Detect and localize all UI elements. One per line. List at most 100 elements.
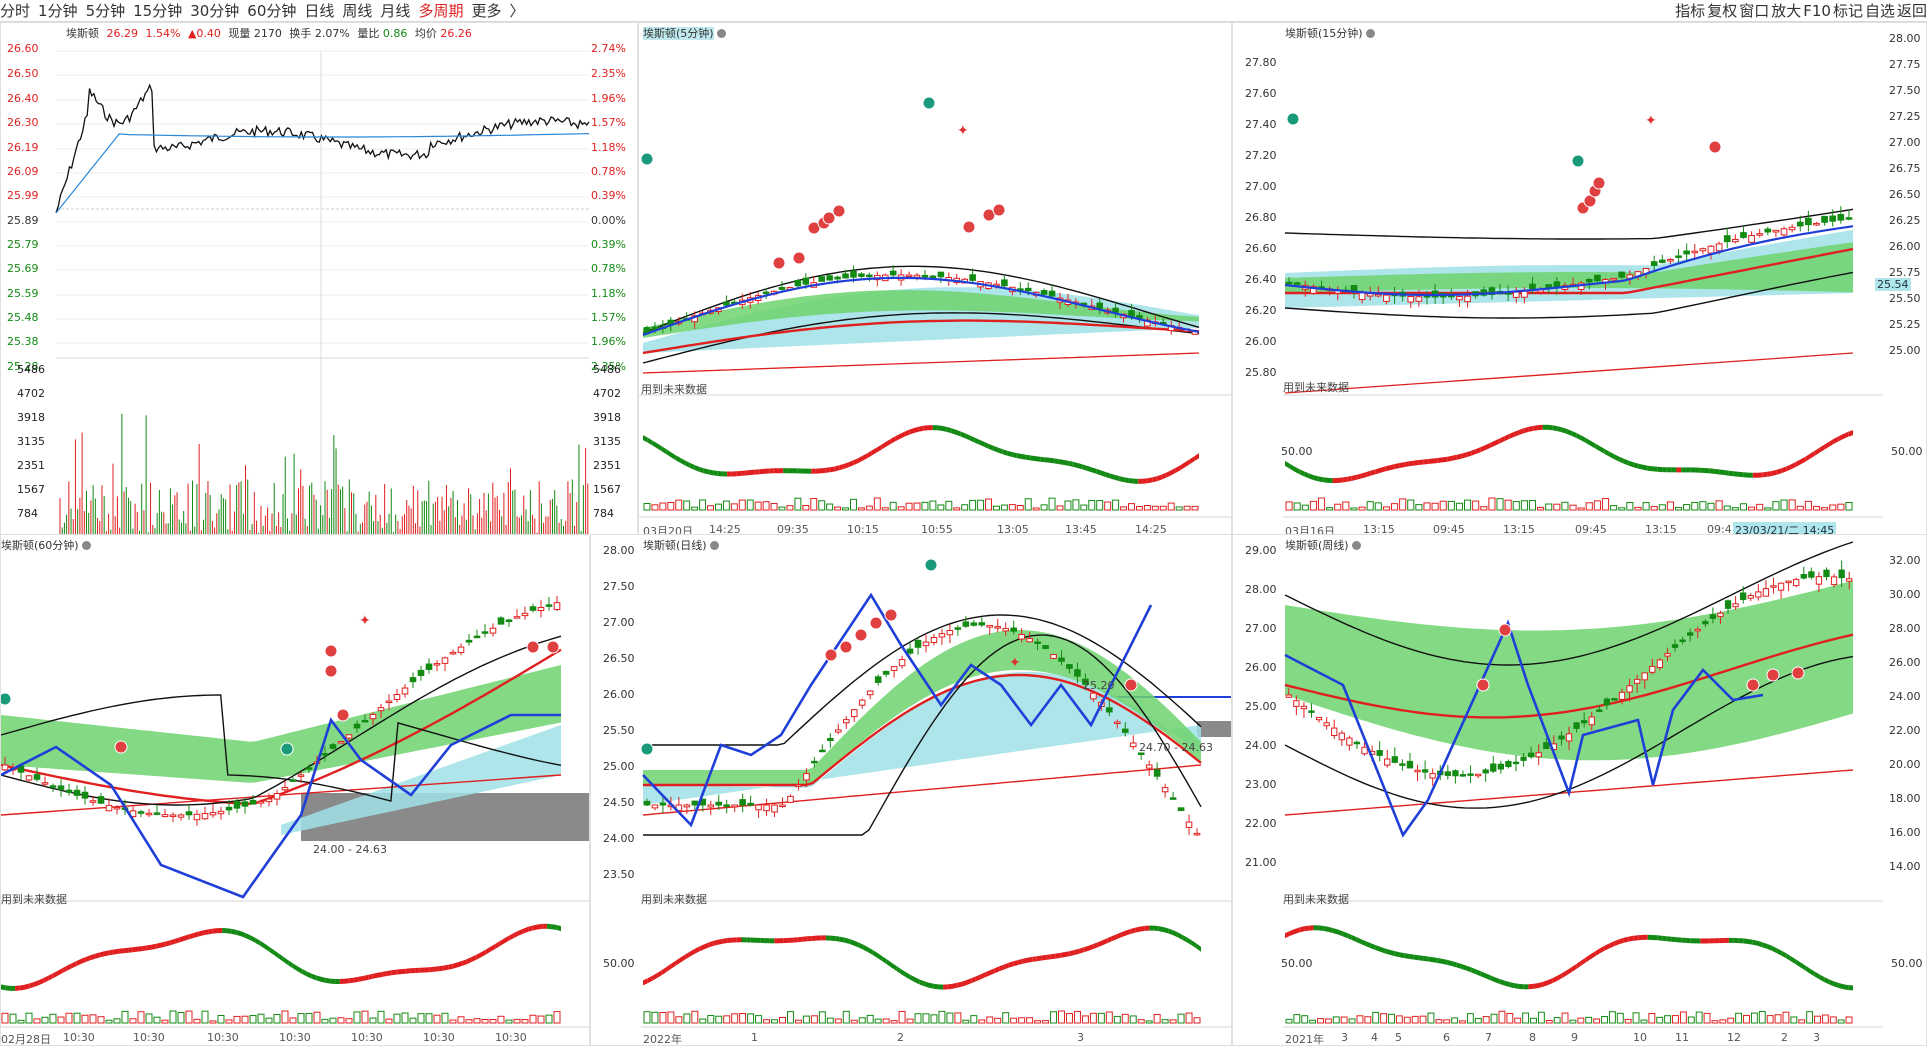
tab-multi-period[interactable]: 多周期 [418,2,464,20]
candle [1656,659,1664,669]
tool-window[interactable]: 窗口 [1739,2,1770,20]
settings-dot-icon[interactable] [709,541,719,550]
osc-up [1289,929,1295,936]
osc-up [731,471,737,477]
osc-down [896,965,901,974]
tick: 22.00 [1889,724,1921,737]
chart-weekly[interactable] [1233,535,1927,1046]
tab-5min[interactable]: 5分钟 [85,2,126,20]
settings-dot-icon[interactable] [81,541,91,550]
osc-up [1171,467,1176,476]
indicator-bar [393,1013,401,1024]
tick: 784 [593,507,614,520]
indicator-bar [1334,503,1342,511]
x-label: 1 [751,1031,758,1044]
osc-tick-left: 50.00 [1281,445,1313,458]
tick: 5486 [17,363,45,376]
tool-adjust[interactable]: 复权 [1707,2,1738,20]
osc-up [1185,459,1190,468]
osc-up [1471,449,1476,456]
candle [537,606,545,612]
osc-up [128,947,133,953]
panel-15min[interactable]: 埃斯顿(15分钟) 27.80 27.60 27.40 27.20 27.00 … [1232,22,1927,540]
volume-bar [152,524,154,535]
osc-up [1041,954,1047,961]
volume-bar [145,415,147,535]
indicator-bar [1514,1017,1522,1024]
intraday-panel[interactable]: 埃斯顿 26.29 1.54% ▲0.40 现量 2170 换手 2.07% 量… [0,22,638,540]
signal-icon [832,204,846,218]
panel-5min[interactable]: 埃斯顿(5分钟) ✦ 用到未来数据 03月20日 14:25 09:35 10:… [638,22,1232,540]
tab-weekly[interactable]: 周线 [342,2,373,20]
candle [1667,258,1674,262]
candle [707,804,715,808]
tab-monthly[interactable]: 月线 [380,2,411,20]
chart-daily[interactable]: ✦ [591,535,1232,1046]
tab-1min[interactable]: 1分钟 [38,2,78,20]
tick: 28.00 [1245,583,1277,596]
indicator-bar [969,499,977,511]
volume-bar [72,519,74,535]
indicator-bar [1324,1018,1332,1024]
tick: 28.00 [1889,622,1921,635]
volume-bar [300,469,302,535]
indicator-bar [1743,1014,1750,1024]
chevron-right-icon[interactable]: 〉 [509,2,525,20]
tab-15min[interactable]: 15分钟 [133,2,183,20]
indicator-bar [1364,1016,1372,1024]
tool-f10[interactable]: F10 [1803,2,1831,20]
panel-60min[interactable]: 埃斯顿(60分钟) ✦ 24.00 - 24.63 用到未来数据 02月28日 … [0,534,590,1046]
candle [201,813,209,820]
indicator-bar [699,1018,707,1024]
tool-mark[interactable]: 标记 [1832,2,1863,20]
settings-dot-icon[interactable] [1365,29,1375,38]
tool-back[interactable]: 返回 [1896,2,1927,20]
panel-weekly[interactable]: 埃斯顿(周线) 29.00 28.00 27.00 26.00 25.00 24… [1232,534,1927,1046]
candle [1691,250,1699,254]
chart-15min[interactable]: ✦ [1233,23,1927,540]
candle [1740,232,1747,238]
osc-down [915,977,920,985]
tick: 25.79 [7,238,39,251]
chart-5min[interactable]: ✦ [639,23,1232,540]
volume-bar [585,447,587,535]
tab-60min[interactable]: 60分钟 [247,2,297,20]
ma-long [1284,352,1854,394]
indicator-bar [1026,1017,1034,1024]
tool-indicator[interactable]: 指标 [1675,2,1706,20]
indicator-bar [1750,1012,1758,1024]
osc-up [909,428,914,435]
bollinger-upper [1284,208,1854,240]
intraday-chart[interactable] [1,23,638,540]
settings-dot-icon[interactable] [716,29,726,38]
tab-daily[interactable]: 日线 [304,2,335,20]
osc-up [419,967,425,973]
candle [1121,728,1129,733]
panel-daily[interactable]: 埃斯顿(日线) 28.00 27.50 27.00 26.50 26.00 25… [590,534,1232,1046]
tab-30min[interactable]: 30分钟 [190,2,240,20]
osc-up [1719,938,1725,944]
indicator-bar [659,1011,667,1024]
chart-60min[interactable]: ✦ [1,535,590,1046]
osc-up [415,967,420,973]
tool-zoom[interactable]: 放大 [1771,2,1802,20]
osc-down [1576,432,1581,441]
tool-watchlist[interactable]: 自选 [1864,2,1895,20]
indicator-bar [1482,1016,1490,1024]
volume-bar [112,463,114,535]
volume-bar [344,508,346,535]
tab-more[interactable]: 更多 [471,2,502,20]
tick: 25.25 [1889,318,1921,331]
indicator-bar [1431,502,1439,511]
volume-bar [198,443,200,535]
settings-dot-icon[interactable] [1351,541,1361,550]
osc-up [994,966,1000,974]
volume-bar [132,528,134,535]
indicator-bar [683,500,691,511]
osc-up [1795,459,1801,467]
tab-fenshi[interactable]: 分时 [0,2,31,20]
volume-bar [178,519,180,535]
osc-up [778,468,784,474]
indicator-bar [49,1013,57,1024]
osc-up [881,441,886,450]
